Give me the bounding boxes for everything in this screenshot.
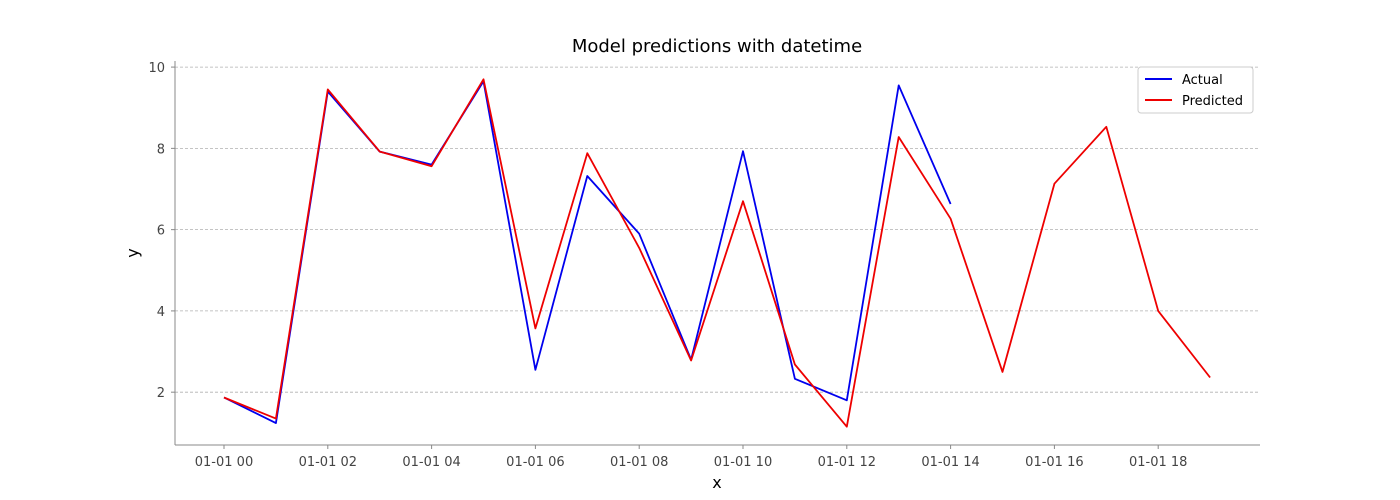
x-tick-label: 01-01 10 — [714, 455, 772, 470]
x-tick-label: 01-01 18 — [1129, 455, 1187, 470]
x-ticks: 01-01 00 01-01 02 01-01 04 01-01 06 01-01 08… — [195, 445, 1187, 470]
chart-title: Model predictions with datetime — [572, 36, 862, 57]
y-tick-label: 2 — [157, 386, 165, 401]
x-tick-label: 01-01 14 — [921, 455, 979, 470]
legend: Actual Predicted — [1137, 66, 1254, 114]
x-tick-label: 01-01 06 — [506, 455, 564, 470]
legend-label-actual: Actual — [1182, 73, 1223, 88]
y-tick-label: 4 — [157, 305, 165, 320]
axes — [174, 61, 1260, 446]
x-tick-label: 01-01 04 — [402, 455, 460, 470]
series-lines — [223, 78, 1211, 428]
x-axis-label: x — [712, 473, 721, 492]
legend-label-predicted: Predicted — [1182, 94, 1243, 109]
series-line-predicted — [223, 78, 1211, 428]
y-tick-label: 10 — [148, 61, 165, 76]
x-tick-label: 01-01 08 — [610, 455, 668, 470]
y-tick-label: 8 — [157, 142, 165, 157]
x-tick-label: 01-01 00 — [195, 455, 253, 470]
x-tick-label: 01-01 16 — [1025, 455, 1083, 470]
series-line-actual — [223, 80, 952, 425]
x-tick-label: 01-01 02 — [299, 455, 357, 470]
y-ticks: 2 4 6 8 10 — [148, 61, 175, 401]
y-tick-label: 6 — [157, 224, 165, 239]
x-tick-label: 01-01 12 — [818, 455, 876, 470]
y-axis-label: y — [123, 248, 142, 257]
gridlines — [175, 66, 1260, 393]
